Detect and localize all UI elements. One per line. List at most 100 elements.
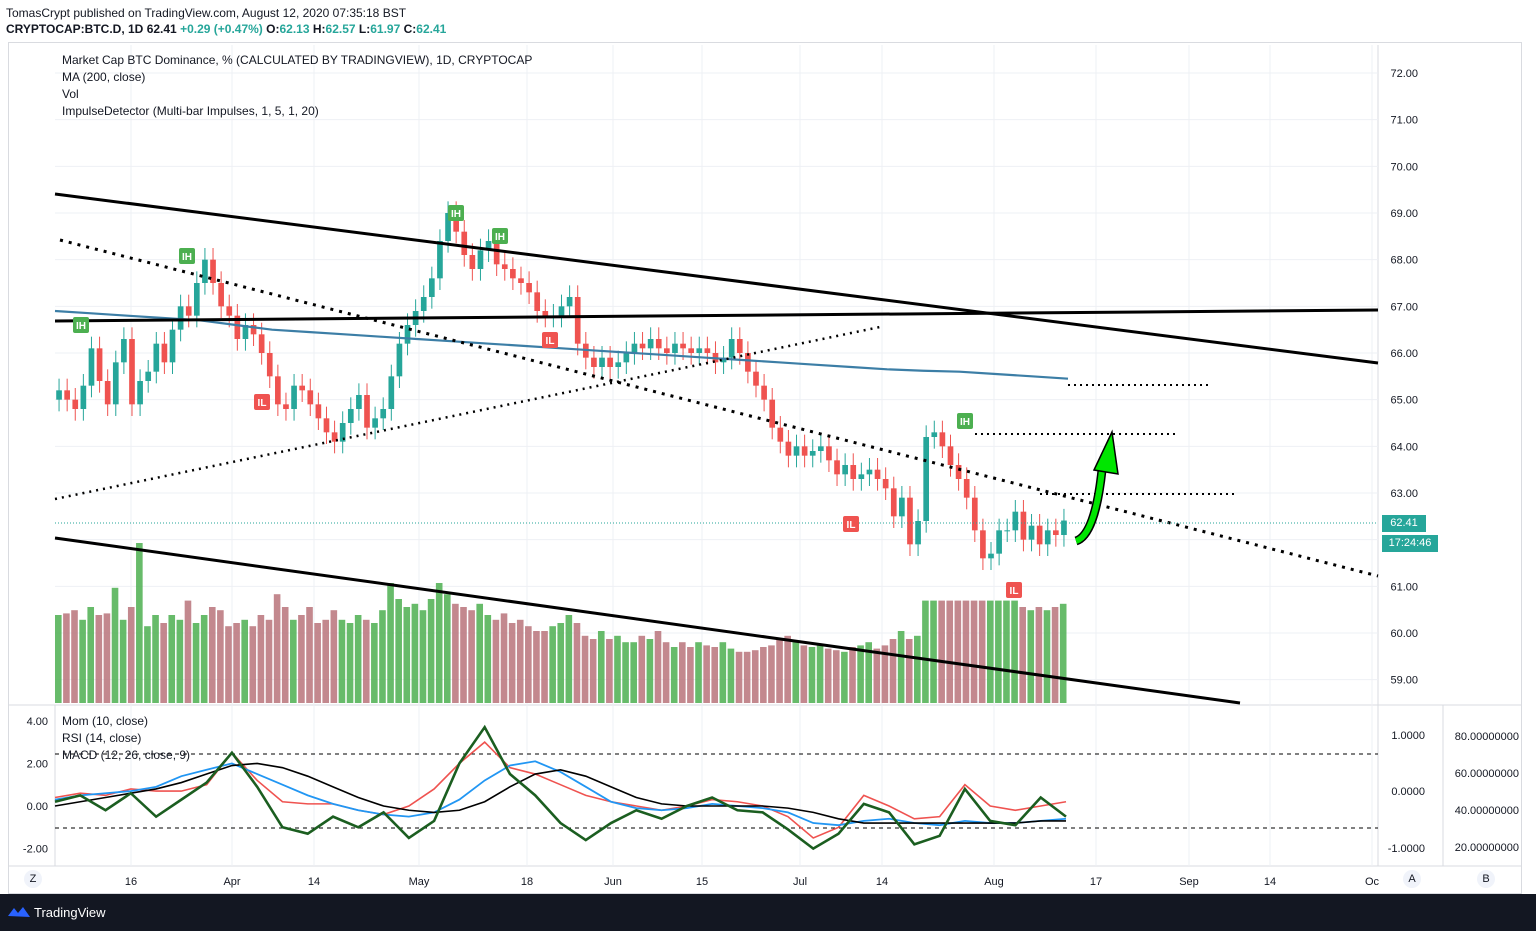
auto-scale-button[interactable]: A <box>1403 870 1421 888</box>
volume-bar <box>768 645 775 703</box>
volume-bar <box>476 603 484 703</box>
impulse-marker-label: IH <box>960 417 970 428</box>
volume-bar <box>914 635 921 703</box>
volume-bar <box>265 619 273 703</box>
volume-bar <box>273 594 281 703</box>
volume-bar <box>589 639 597 703</box>
candle-body <box>664 348 670 353</box>
candle-body <box>842 465 848 475</box>
x-tick-label: Aug <box>984 876 1004 888</box>
x-tick-label: 18 <box>521 876 533 888</box>
volume-bar <box>1027 610 1035 703</box>
candle-body <box>777 427 784 442</box>
volume-bar <box>403 607 411 703</box>
volume-bar <box>816 645 824 703</box>
y-tick-label: 69.00 <box>1390 208 1418 220</box>
ma-legend[interactable]: MA (200, close) <box>62 70 146 84</box>
candle-body <box>542 311 549 316</box>
volume-bar <box>727 648 735 703</box>
candle-body <box>955 465 962 479</box>
candle-body <box>672 343 678 353</box>
volume-bar <box>492 619 500 703</box>
volume-bar <box>152 615 159 703</box>
volume-bar <box>962 600 970 703</box>
volume-bar <box>192 623 200 703</box>
symbol-label[interactable]: CRYPTOCAP:BTC.D, 1D <box>6 22 144 36</box>
candle-body <box>591 357 597 367</box>
candle-body <box>169 329 176 363</box>
volume-bar <box>711 647 719 703</box>
footer-brand[interactable]: TradingView <box>34 905 106 920</box>
candle-body <box>493 241 500 265</box>
volume-bar <box>306 607 313 703</box>
volume-bar <box>290 619 297 703</box>
macd-legend[interactable]: MACD (12, 26, close, 9) <box>62 748 191 762</box>
volume-bar <box>516 619 524 703</box>
publisher-line: TomasCrypt published on TradingView.com,… <box>6 6 407 20</box>
open-value: 62.13 <box>279 22 310 36</box>
volume-bar <box>168 615 176 703</box>
volume-bar <box>735 651 743 703</box>
candle-body <box>558 306 565 316</box>
candle-body <box>88 348 95 386</box>
candle-body <box>291 385 297 409</box>
volume-bar <box>873 648 881 703</box>
candle-body <box>761 385 767 400</box>
volume-bar <box>541 631 548 703</box>
volume-bar <box>897 631 905 703</box>
volume-bar <box>395 599 402 703</box>
candle-body <box>339 423 346 442</box>
volume-bar <box>176 619 184 703</box>
volume-bar <box>411 603 419 703</box>
x-tick-label: 14 <box>1264 876 1276 888</box>
candle-body <box>931 432 938 437</box>
candle-body <box>907 497 913 545</box>
candle-body <box>980 530 986 559</box>
candle-body <box>574 297 581 344</box>
candle-body <box>145 371 152 381</box>
dotted-downtrend-line <box>59 238 1379 578</box>
candle-body <box>518 278 524 283</box>
candle-body <box>1036 525 1043 545</box>
candle-body <box>655 339 662 349</box>
volume-bar <box>565 615 573 703</box>
impulse-legend[interactable]: ImpulseDetector (Multi-bar Impulses, 1, … <box>62 104 319 118</box>
volume-bar <box>217 610 224 703</box>
impulse-marker-label: IH <box>76 321 86 332</box>
impulse-marker-label: IH <box>182 252 192 263</box>
candle-body <box>639 343 646 349</box>
high-label: H: <box>312 22 326 36</box>
volume-bar <box>427 599 435 703</box>
candle-body <box>720 357 727 363</box>
vol-legend[interactable]: Vol <box>62 87 79 101</box>
mom-legend[interactable]: Mom (10, close) <box>62 714 149 728</box>
log-scale-button[interactable]: B <box>1477 870 1495 888</box>
candle-body <box>307 390 314 405</box>
zoom-button[interactable]: Z <box>24 870 42 888</box>
volume-bar <box>500 613 508 703</box>
rsi-legend[interactable]: RSI (14, close) <box>62 731 142 745</box>
low-value: 61.97 <box>370 22 401 36</box>
candle-body <box>461 231 468 255</box>
mom-line <box>54 724 1067 851</box>
y-tick-label: 63.00 <box>1390 488 1418 500</box>
impulse-marker <box>254 394 270 410</box>
candle-body <box>404 325 411 344</box>
candle-body <box>185 306 192 316</box>
volume-bar <box>1043 610 1051 703</box>
impulse-marker <box>1006 582 1022 598</box>
x-tick-label: Apr <box>223 876 240 888</box>
candle-body <box>372 418 378 428</box>
volume-bar <box>597 631 605 703</box>
upper-trendline <box>54 192 1379 365</box>
candle-body <box>137 381 143 405</box>
y-tick-label: 65.00 <box>1390 395 1418 407</box>
candle-body <box>72 399 79 409</box>
volume-bar <box>103 613 111 703</box>
candle-body <box>688 348 695 353</box>
x-tick-label: Oc <box>1365 876 1380 888</box>
volume-bar <box>930 600 937 703</box>
candle-body <box>971 497 978 531</box>
volume-bar <box>249 626 257 703</box>
